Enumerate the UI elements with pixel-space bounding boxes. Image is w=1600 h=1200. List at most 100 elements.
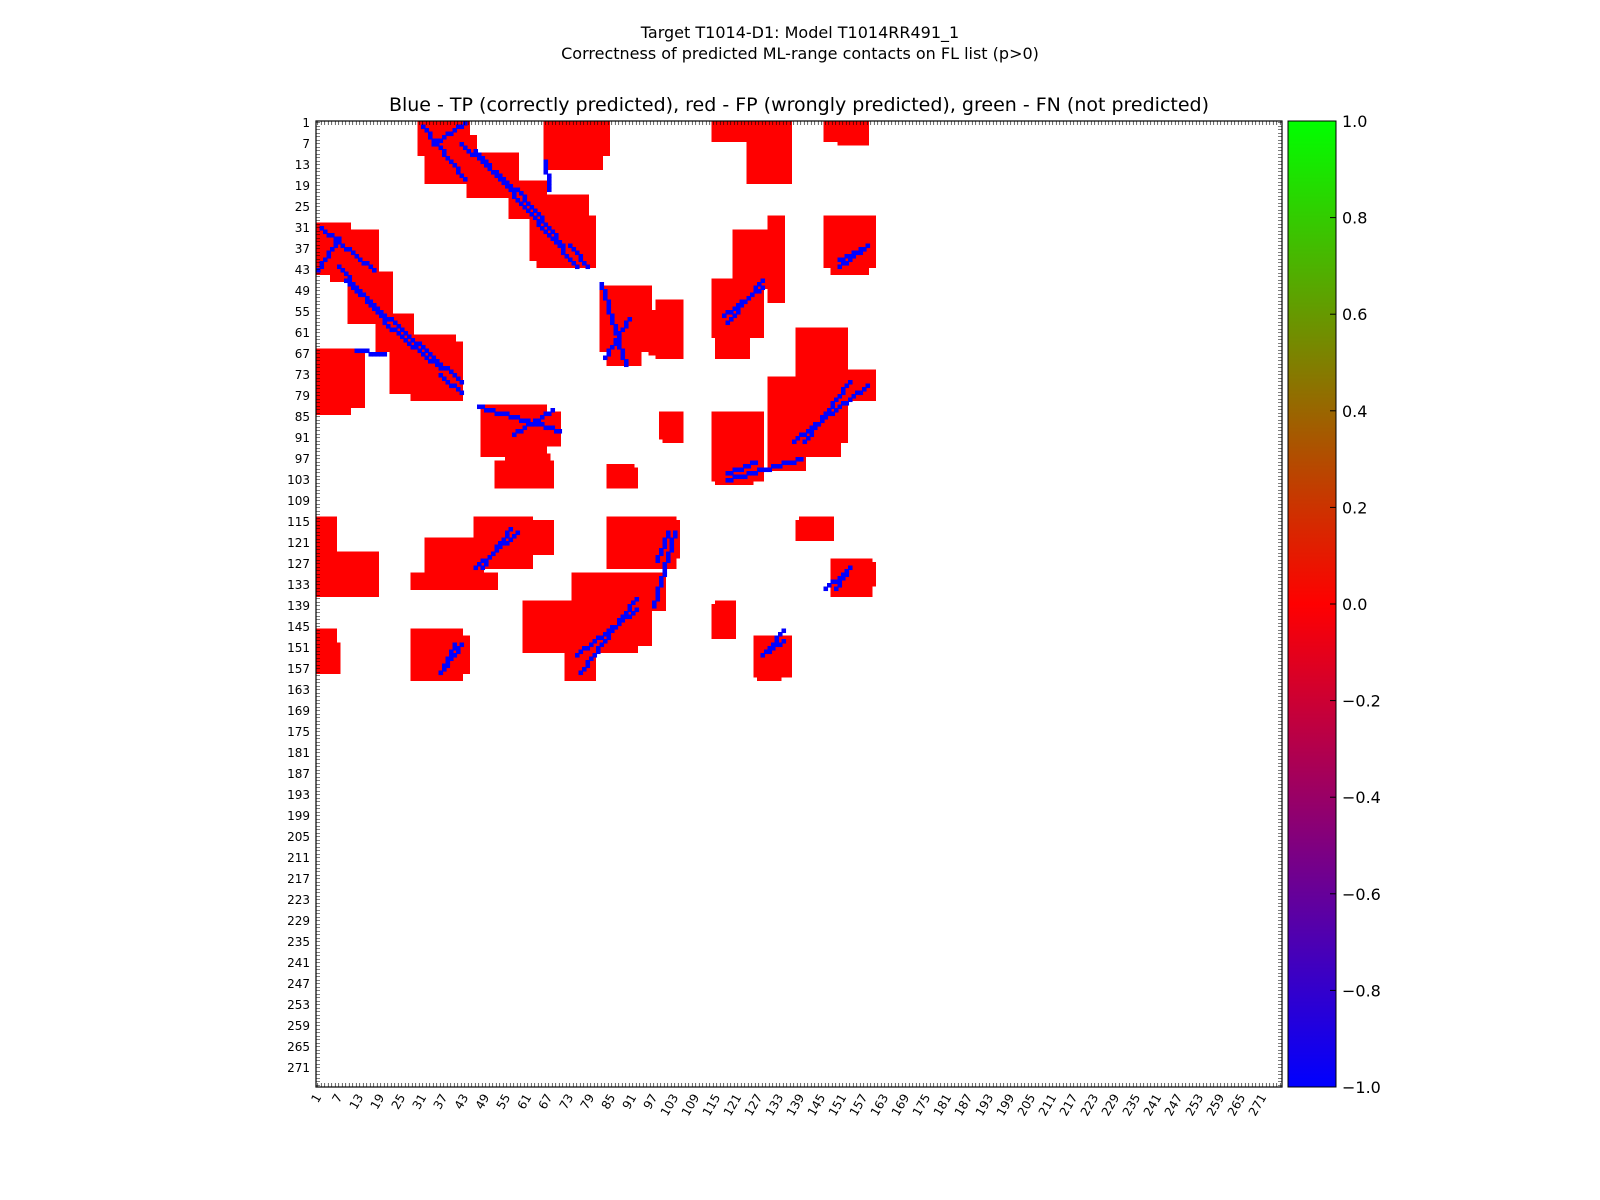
x-tick-label: 121: [721, 1092, 745, 1119]
tp-contact: [662, 562, 668, 567]
tp-contact: [540, 215, 545, 221]
tp-contact: [396, 331, 402, 336]
tp-contact: [449, 656, 454, 662]
tp-contact: [592, 653, 598, 658]
tp-contact: [571, 247, 577, 252]
tp-contact: [337, 240, 342, 245]
colorbar-tick-label: −0.2: [1342, 692, 1381, 711]
tp-contact: [449, 649, 454, 655]
tp-contact: [613, 324, 619, 329]
tp-contact: [477, 152, 482, 158]
tp-contact: [403, 331, 409, 336]
tp-contact: [750, 460, 755, 466]
tp-contact: [620, 352, 626, 357]
y-tick-label: 271: [287, 1061, 310, 1075]
tp-contact: [382, 352, 388, 357]
fp-contact-region: [715, 285, 750, 359]
tp-contact: [550, 229, 556, 235]
tp-contact: [452, 373, 458, 378]
tp-contact: [480, 558, 486, 564]
tp-contact: [403, 338, 409, 343]
tp-contact: [841, 261, 846, 266]
tp-contact: [484, 408, 489, 413]
tp-contact: [379, 313, 384, 319]
y-tick-label: 55: [295, 305, 310, 319]
tp-contact: [382, 313, 388, 319]
tp-contact: [771, 642, 776, 648]
tp-contact: [452, 383, 458, 389]
tp-contact: [848, 565, 853, 571]
tp-contact: [606, 299, 612, 305]
tp-contact: [554, 233, 559, 238]
x-tick-label: 79: [578, 1092, 598, 1112]
x-tick-label: 127: [742, 1092, 766, 1119]
tp-contact: [617, 345, 622, 350]
tp-contact: [725, 310, 731, 315]
x-tick-label: 199: [994, 1092, 1018, 1119]
tp-contact: [613, 338, 619, 343]
tp-contact: [459, 173, 465, 179]
x-tick-label: 223: [1078, 1092, 1102, 1119]
tp-contact: [515, 530, 521, 536]
tp-contact: [491, 408, 496, 413]
tp-contact: [760, 653, 766, 658]
fp-contact-region: [837, 121, 869, 146]
tp-contact: [781, 460, 787, 466]
tp-contact: [501, 537, 507, 543]
tp-contact: [627, 614, 633, 620]
tp-contact: [585, 663, 591, 669]
tp-contact: [617, 618, 622, 623]
x-tick-label: 247: [1162, 1092, 1186, 1119]
tp-contact: [340, 243, 346, 249]
colorbar-axis: 1.0 0.8 0.6 0.4 0.2 0.0 −0.2 −0.4 −0.6 −0.8 −1.0: [1330, 112, 1381, 1097]
tp-contact: [372, 306, 377, 312]
tp-contact: [806, 429, 811, 434]
tp-contact: [358, 257, 363, 263]
tp-contact: [449, 653, 454, 658]
minor-ticks: [316, 121, 1282, 1087]
tp-contact: [610, 625, 615, 630]
tp-contact: [358, 292, 363, 298]
tp-contact: [753, 289, 759, 294]
tp-contact: [316, 268, 321, 273]
tp-contact: [508, 527, 514, 532]
colorbar-tick-label: −0.8: [1342, 981, 1381, 1000]
fp-contact-region: [799, 516, 834, 541]
tp-contact: [498, 541, 503, 546]
tp-contact: [732, 467, 738, 473]
tp-contact: [760, 278, 766, 284]
tp-contact: [477, 156, 482, 161]
tp-contact: [452, 642, 458, 648]
tp-contact: [557, 429, 563, 434]
tp-contact: [743, 299, 748, 305]
tp-contact: [515, 198, 521, 203]
tp-contact: [435, 362, 440, 368]
tp-contact: [449, 369, 454, 375]
y-tick-label: 73: [295, 368, 310, 382]
tp-contact: [414, 345, 419, 350]
colorbar-tick-label: −1.0: [1342, 1078, 1381, 1097]
fp-contact-region: [375, 313, 414, 352]
tp-contact: [848, 380, 853, 385]
tp-contact: [347, 278, 353, 284]
tp-contact: [498, 173, 503, 179]
tp-contact: [624, 359, 629, 364]
tp-contact: [494, 411, 500, 417]
tp-contact: [498, 411, 503, 417]
tp-contact: [582, 646, 587, 651]
tp-contact: [610, 317, 615, 322]
tp-contact: [778, 632, 783, 637]
tp-contact: [438, 373, 444, 378]
x-tick-label: 187: [952, 1092, 976, 1119]
y-tick-label: 19: [295, 179, 310, 193]
tp-contact: [767, 646, 773, 651]
y-tick-label: 175: [287, 725, 310, 739]
x-axis: 1 7 13 19 25 31 37 43 49 55 61 67 73 79 85 91 9710310911…: [308, 1092, 1269, 1119]
tp-contact: [627, 607, 633, 613]
x-tick-label: 25: [389, 1092, 409, 1112]
tp-contact: [358, 348, 363, 354]
tp-contact: [512, 534, 517, 539]
y-tick-label: 205: [287, 830, 310, 844]
tp-contact: [606, 348, 612, 354]
tp-contact: [340, 268, 346, 273]
